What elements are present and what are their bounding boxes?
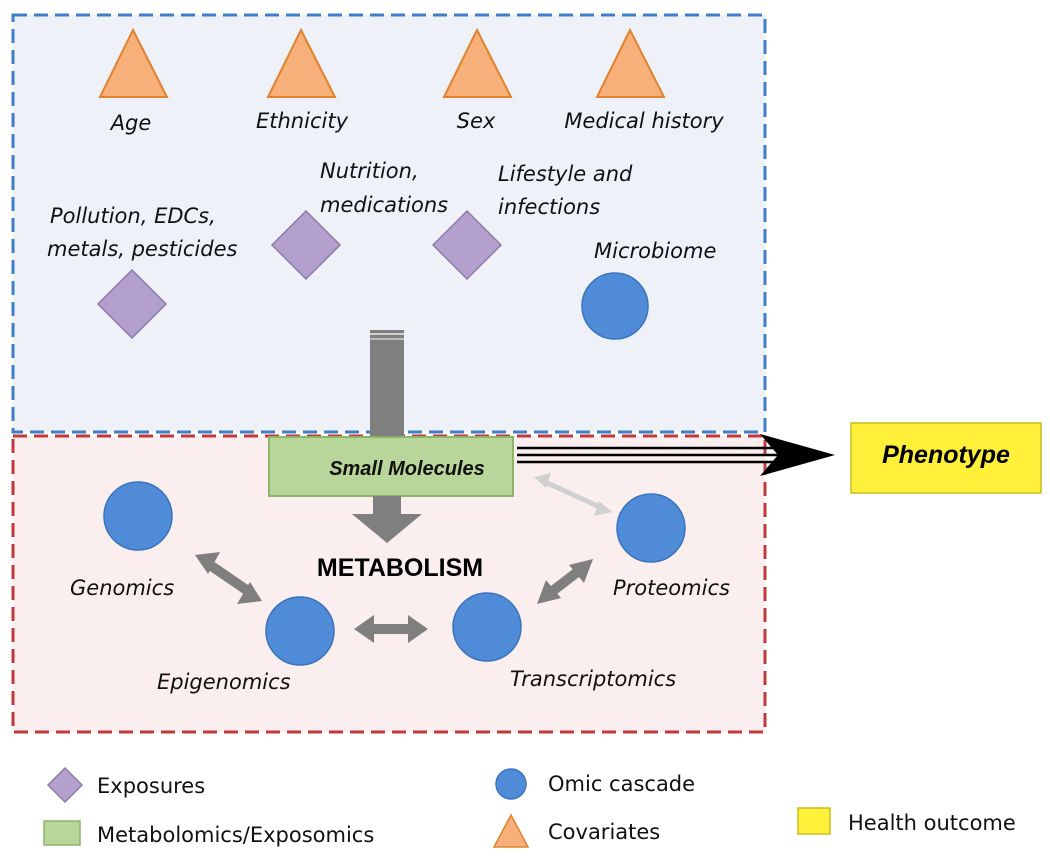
label-transcriptomics: Transcriptomics bbox=[510, 667, 676, 691]
label-sex: Sex bbox=[457, 109, 496, 133]
label-microbiome: Microbiome bbox=[594, 239, 716, 263]
covariate-triangle-sex bbox=[442, 27, 513, 98]
metabolism-arrow-shaft bbox=[373, 496, 401, 514]
covariate-triangle-ethnicity bbox=[266, 27, 337, 98]
legend-metabolomics-icon bbox=[43, 820, 81, 846]
label-lifestyle-2: infections bbox=[498, 195, 600, 219]
microbiome-circle bbox=[581, 272, 649, 340]
metabolism-arrow-head bbox=[352, 514, 422, 543]
label-proteomics: Proteomics bbox=[613, 576, 730, 600]
transcriptomics-circle bbox=[452, 592, 522, 662]
phenotype-box bbox=[850, 422, 1042, 494]
epigenomics-transcriptomics-arrow bbox=[354, 615, 428, 643]
light-arrow-line bbox=[543, 479, 602, 510]
exposure-diamond-nutrition bbox=[270, 209, 342, 281]
covariate-triangle-age bbox=[98, 27, 169, 98]
label-lifestyle: Lifestyle and bbox=[498, 162, 633, 186]
label-nutrition-2: medications bbox=[320, 193, 448, 217]
legend-covariate-icon bbox=[492, 813, 530, 848]
light-arrow-head-2 bbox=[594, 501, 612, 516]
legend-health-icon bbox=[797, 807, 831, 835]
genomics-epigenomics-arrow bbox=[195, 552, 262, 604]
covariate-triangle-medical-history bbox=[595, 27, 666, 98]
legend-health-label: Health outcome bbox=[848, 811, 1016, 835]
metabolism-label: METABOLISM bbox=[317, 554, 483, 582]
label-genomics: Genomics bbox=[70, 576, 174, 600]
proteomics-circle bbox=[616, 493, 686, 563]
epigenomics-circle bbox=[265, 596, 335, 666]
flow-arrow-shaft bbox=[370, 330, 404, 438]
phenotype-label: Phenotype bbox=[882, 441, 1010, 469]
label-pollution: Pollution, EDCs, bbox=[50, 204, 216, 228]
phenotype-arrow-head bbox=[760, 434, 835, 476]
label-medical-history: Medical history bbox=[564, 109, 724, 133]
label-pollution-2: metals, pesticides bbox=[47, 237, 237, 261]
exposure-diamond-lifestyle bbox=[431, 209, 503, 281]
legend-metabolomics-label: Metabolomics/Exposomics bbox=[97, 823, 374, 847]
light-arrow-head-1 bbox=[534, 473, 551, 488]
exposure-diamond-pollution bbox=[96, 268, 168, 340]
legend-exposure-icon bbox=[46, 766, 84, 804]
legend-omic-icon bbox=[495, 768, 527, 800]
label-age: Age bbox=[109, 111, 152, 135]
label-nutrition: Nutrition, bbox=[320, 159, 419, 183]
transcriptomics-proteomics-arrow bbox=[537, 559, 593, 604]
genomics-circle bbox=[103, 481, 173, 551]
label-epigenomics: Epigenomics bbox=[157, 670, 291, 694]
legend-covariates-label: Covariates bbox=[548, 820, 660, 844]
small-molecules-label: Small Molecules bbox=[329, 458, 485, 480]
legend-omic-label: Omic cascade bbox=[548, 772, 695, 796]
label-ethnicity: Ethnicity bbox=[256, 109, 349, 133]
legend-exposures-label: Exposures bbox=[97, 774, 205, 798]
